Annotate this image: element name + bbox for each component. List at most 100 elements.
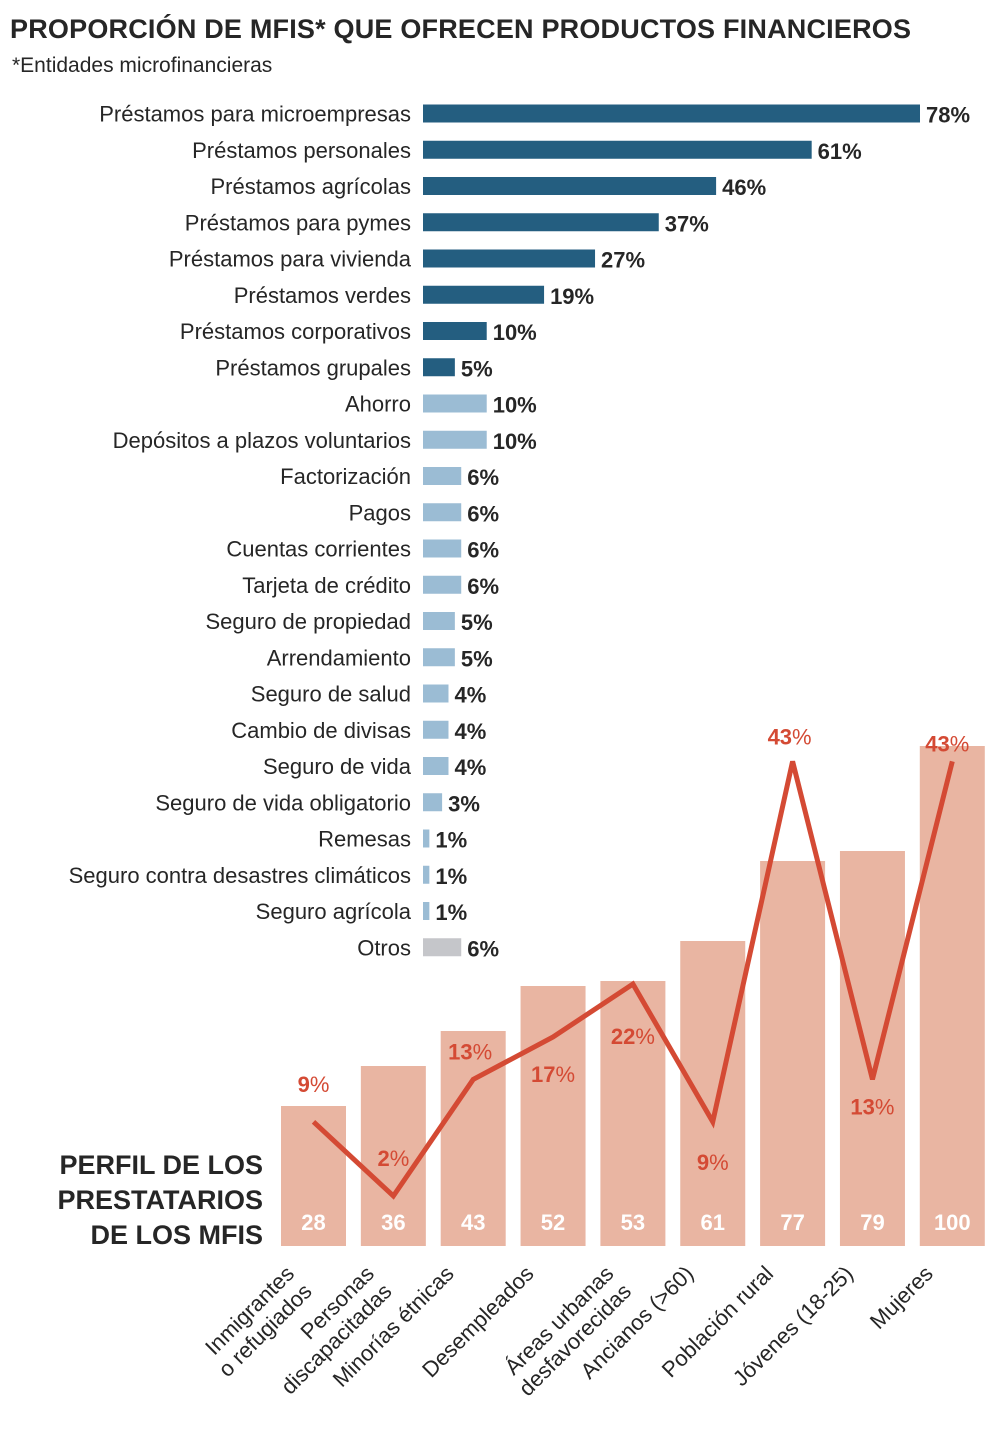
product-category-label: Cuentas corrientes <box>226 537 411 562</box>
product-bar <box>423 430 487 449</box>
product-category-label: Factorización <box>280 464 411 489</box>
product-bar <box>423 322 487 340</box>
product-category-label: Ahorro <box>345 392 411 417</box>
product-category-label: Depósitos a plazos voluntarios <box>113 428 411 453</box>
profile-line-value-unit: % <box>709 1150 729 1175</box>
profile-bar-value: 100 <box>934 1210 971 1235</box>
product-bar <box>423 358 455 377</box>
profile-title-line-1: PERFIL DE LOS <box>59 1150 263 1180</box>
product-category-label: Préstamos personales <box>192 138 411 163</box>
profile-line-value: 43% <box>925 731 969 756</box>
profile-line-value: 13% <box>850 1094 894 1119</box>
product-bar <box>423 612 455 630</box>
product-bar <box>423 140 812 159</box>
profile-bar <box>520 986 586 1246</box>
product-category-label: Otros <box>357 935 411 960</box>
profile-line-value-unit: % <box>473 1039 493 1064</box>
product-category-label: Seguro de vida <box>263 754 412 779</box>
product-bar-value: 19% <box>550 284 594 309</box>
product-category-label: Seguro de vida obligatorio <box>155 790 411 815</box>
product-category-label: Arrendamiento <box>267 645 411 670</box>
product-bar-value: 6% <box>467 936 499 961</box>
product-bar <box>423 829 430 848</box>
product-category-label: Préstamos corporativos <box>180 319 411 344</box>
profile-line-value-number: 2 <box>377 1146 389 1171</box>
product-category-label: Seguro de propiedad <box>206 609 412 634</box>
product-bar-value: 27% <box>601 248 645 273</box>
product-bar-value: 6% <box>467 538 499 563</box>
product-bar <box>423 503 462 522</box>
product-bar <box>423 684 449 703</box>
product-category-label: Préstamos para vivienda <box>169 247 412 272</box>
profile-line-value-number: 9 <box>697 1150 709 1175</box>
product-bar-value: 10% <box>493 393 537 418</box>
profile-line-value-unit: % <box>556 1062 576 1087</box>
product-category-label: Préstamos para pymes <box>185 210 411 235</box>
product-bar <box>423 467 462 485</box>
profile-bar <box>360 1066 426 1246</box>
profile-bar-value: 53 <box>621 1210 645 1235</box>
profile-bar <box>919 746 985 1246</box>
profile-bar-value: 79 <box>860 1210 884 1235</box>
chart-subtitle: *Entidades microfinancieras <box>12 54 273 77</box>
product-category-label: Préstamos verdes <box>234 283 411 308</box>
profile-title-line-3: DE LOS MFIS <box>90 1220 263 1250</box>
product-category-label: Remesas <box>318 827 411 852</box>
product-bar <box>423 213 659 232</box>
product-bar-value: 46% <box>722 175 766 200</box>
product-bar-value: 6% <box>467 465 499 490</box>
profile-category-label: Mujeres <box>865 1261 938 1334</box>
profile-line-value: 17% <box>531 1062 575 1087</box>
product-bar-value: 5% <box>461 646 493 671</box>
profile-line <box>311 760 955 1200</box>
product-bar-value: 37% <box>665 211 709 236</box>
product-bar-value: 10% <box>493 320 537 345</box>
product-bar <box>423 938 462 957</box>
product-bar-value: 4% <box>454 755 486 780</box>
product-bar <box>423 249 596 268</box>
product-bar-value: 61% <box>818 139 862 164</box>
product-bar-value: 78% <box>926 103 970 128</box>
product-bar <box>423 648 455 667</box>
profile-line-value-unit: % <box>390 1146 410 1171</box>
product-category-label: Préstamos para microempresas <box>99 102 411 127</box>
profile-bar-value: 36 <box>381 1210 405 1235</box>
product-bar <box>423 720 449 739</box>
product-bar-value: 10% <box>493 429 537 454</box>
product-category-label: Pagos <box>349 500 411 525</box>
profile-line-value-unit: % <box>310 1072 330 1097</box>
profile-line-value-number: 17 <box>531 1062 555 1087</box>
profile-line-value: 9% <box>298 1072 330 1097</box>
profile-line-value-number: 22 <box>611 1024 635 1049</box>
profile-line-value: 22% <box>611 1024 655 1049</box>
product-bar-value: 3% <box>448 791 480 816</box>
profile-line-value-number: 13 <box>448 1039 472 1064</box>
profile-bar-value: 43 <box>461 1210 485 1235</box>
product-bar-value: 6% <box>467 501 499 526</box>
profile-bar <box>281 1106 346 1246</box>
product-category-label: Seguro agrícola <box>256 899 412 924</box>
product-bar-value: 1% <box>435 864 467 889</box>
profile-bar <box>680 941 746 1246</box>
profile-bar-value: 77 <box>780 1210 804 1235</box>
product-bar <box>423 575 462 594</box>
profile-line-value-number: 43 <box>925 731 949 756</box>
profile-line-value-unit: % <box>635 1024 655 1049</box>
product-bar <box>423 539 462 558</box>
product-bar-value: 1% <box>435 828 467 853</box>
profile-title: PERFIL DE LOS PRESTATARIOS DE LOS MFIS <box>10 1148 263 1253</box>
profile-line-value-unit: % <box>875 1094 895 1119</box>
profile-bar <box>839 851 905 1246</box>
product-category-label: Tarjeta de crédito <box>242 573 411 598</box>
profile-line-value-unit: % <box>792 724 812 749</box>
product-bar <box>423 285 545 304</box>
product-category-label: Préstamos grupales <box>215 355 411 380</box>
profile-line-value-unit: % <box>950 731 970 756</box>
profile-bar-value: 52 <box>541 1210 565 1235</box>
product-category-label: Préstamos agrícolas <box>210 174 411 199</box>
profile-line-value: 13% <box>448 1039 492 1064</box>
product-bar-value: 1% <box>435 900 467 925</box>
profile-bar <box>760 861 826 1246</box>
